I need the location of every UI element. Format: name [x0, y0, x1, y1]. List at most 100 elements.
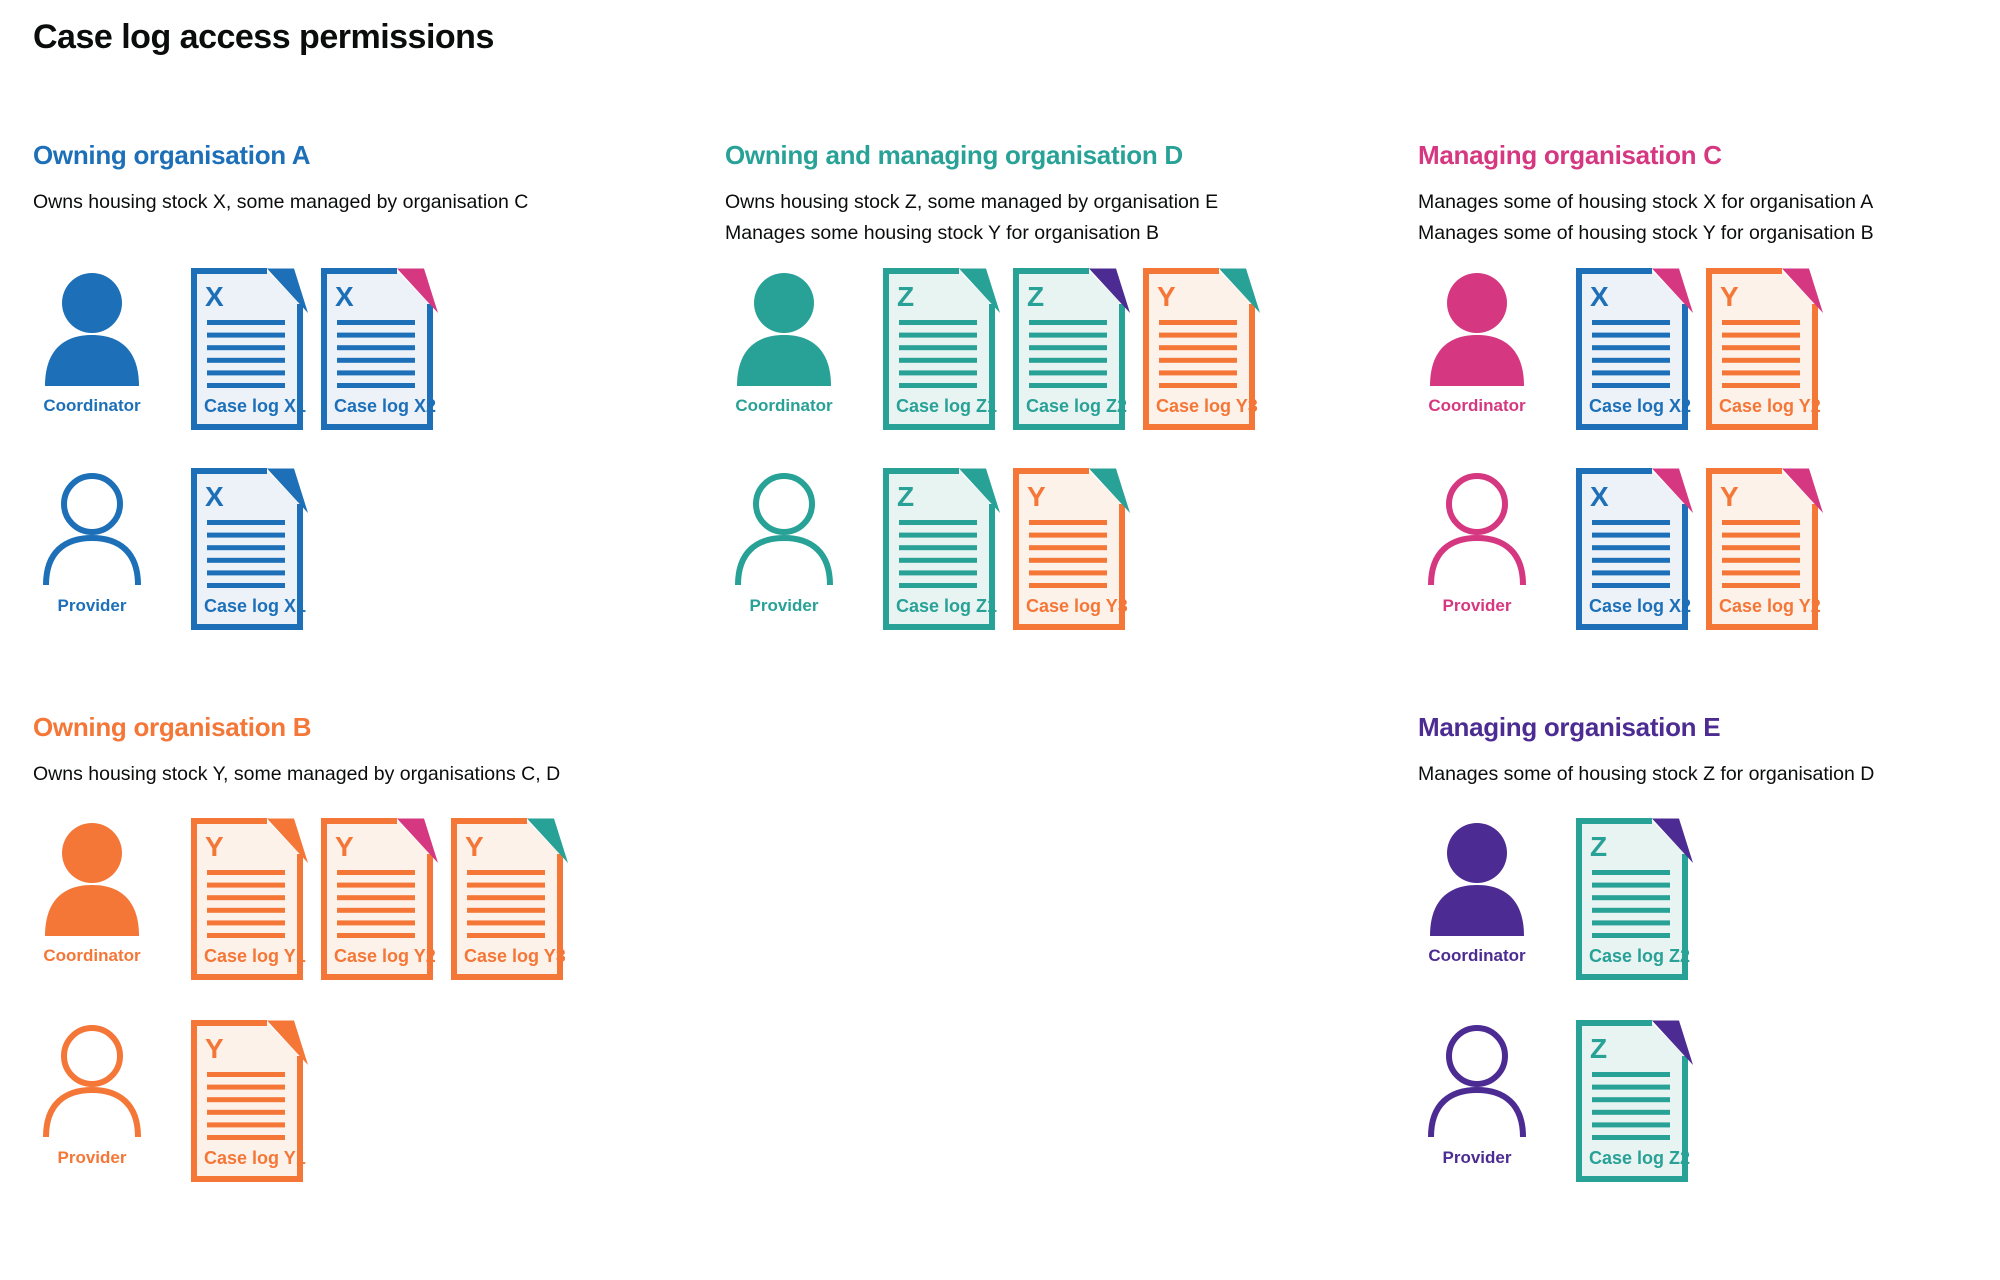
person-block: Provider: [33, 1024, 151, 1168]
person-block: Coordinator: [1418, 822, 1536, 966]
case-log-document: Z Case log Z2: [1576, 818, 1693, 980]
provider-row: Provider Z Case log Z1 Y Case log Y3: [725, 468, 1135, 630]
document-border: [1706, 468, 1818, 630]
case-log-document: Z Case log Z2: [1013, 268, 1130, 430]
case-log-label: Case log Y3: [1026, 596, 1128, 616]
person-block: Coordinator: [1418, 272, 1536, 416]
org-description-line: Manages some of housing stock Z for orga…: [1418, 763, 1875, 785]
stock-letter: Y: [465, 831, 484, 862]
document-border: [191, 1020, 303, 1182]
role-label: Coordinator: [735, 396, 833, 415]
role-label: Coordinator: [1428, 946, 1526, 965]
person-block: Provider: [33, 472, 151, 616]
folded-corner-icon: [1782, 268, 1823, 313]
role-label: Coordinator: [43, 946, 141, 965]
person-block: Coordinator: [33, 822, 151, 966]
person-block: Provider: [1418, 1024, 1536, 1168]
stock-letter: Z: [1590, 831, 1607, 862]
folded-corner-icon: [1652, 818, 1693, 863]
stock-letter: X: [205, 281, 224, 312]
role-label: Provider: [57, 596, 127, 615]
folded-corner-icon: [1652, 468, 1693, 513]
case-log-label: Case log Z2: [1026, 396, 1127, 416]
org-section-E: Managing organisation E Manages some of h…: [1418, 712, 1993, 1182]
coordinator-row: Coordinator Y Case log Y1 Y Case log Y2 …: [33, 818, 573, 980]
case-log-document: Y Case log Y3: [1143, 268, 1260, 430]
document-border: [1013, 468, 1125, 630]
document-list: Y Case log Y1: [191, 1020, 313, 1182]
document-border: [321, 818, 433, 980]
document-border: [451, 818, 563, 980]
role-label: Provider: [1442, 596, 1512, 615]
coordinator-icon: [45, 823, 139, 936]
document-list: Z Case log Z1 Z Case log Z2 Y Case log Y…: [883, 268, 1265, 430]
org-description-line: Manages some housing stock Y for organis…: [725, 222, 1159, 244]
document-text-lines: [1592, 870, 1670, 938]
document-text-lines: [1029, 320, 1107, 388]
folded-corner-icon: [397, 268, 438, 313]
document-text-lines: [899, 320, 977, 388]
provider-row: Provider Z Case log Z2: [1418, 1020, 1698, 1182]
provider-icon: [1428, 1025, 1526, 1138]
provider-row: Provider Y Case log Y1: [33, 1020, 313, 1182]
document-border: [321, 268, 433, 430]
person-block: Coordinator: [33, 272, 151, 416]
folded-corner-icon: [1782, 468, 1823, 513]
case-log-label: Case log Y3: [464, 946, 566, 966]
case-log-label: Case log Y3: [1156, 396, 1258, 416]
coordinator-row: Coordinator Z Case log Z1 Z Case log Z2 …: [725, 268, 1265, 430]
document-border: [883, 468, 995, 630]
case-log-label: Case log Z2: [1589, 946, 1690, 966]
case-log-label: Case log Z1: [896, 396, 997, 416]
case-log-document: X Case log X1: [191, 268, 308, 430]
stock-letter: Y: [1027, 481, 1046, 512]
case-log-label: Case log X1: [204, 596, 306, 616]
case-log-label: Case log Z1: [896, 596, 997, 616]
document-border: [1576, 818, 1688, 980]
coordinator-row: Coordinator Z Case log Z2: [1418, 818, 1698, 980]
coordinator-row: Coordinator X Case log X1 X Case log X2: [33, 268, 443, 430]
case-log-label: Case log X2: [1589, 396, 1691, 416]
folded-corner-icon: [959, 268, 1000, 313]
case-log-label: Case log Y2: [1719, 396, 1821, 416]
org-title: Managing organisation E: [1418, 712, 1721, 742]
stock-letter: Z: [1027, 281, 1044, 312]
case-log-label: Case log X2: [1589, 596, 1691, 616]
document-text-lines: [337, 320, 415, 388]
provider-icon: [43, 1025, 141, 1138]
person-block: Coordinator: [725, 272, 843, 416]
case-log-label: Case log Y2: [334, 946, 436, 966]
folded-corner-icon: [267, 1020, 308, 1065]
case-log-document: X Case log X2: [1576, 468, 1693, 630]
document-list: X Case log X2 Y Case log Y2: [1576, 468, 1828, 630]
folded-corner-icon: [1652, 1020, 1693, 1065]
provider-icon: [735, 473, 833, 586]
coordinator-icon: [737, 273, 831, 386]
provider-icon: [43, 473, 141, 586]
document-list: X Case log X1: [191, 468, 313, 630]
provider-row: Provider X Case log X1: [33, 468, 313, 630]
org-section-C: Managing organisation C Manages some of h…: [1418, 140, 1993, 630]
stock-letter: Y: [1157, 281, 1176, 312]
role-label: Coordinator: [1428, 396, 1526, 415]
document-text-lines: [1722, 320, 1800, 388]
case-log-document: X Case log X1: [191, 468, 308, 630]
folded-corner-icon: [1652, 268, 1693, 313]
org-description-line: Manages some of housing stock X for orga…: [1418, 191, 1874, 213]
case-log-document: Y Case log Y2: [321, 818, 438, 980]
folded-corner-icon: [267, 468, 308, 513]
folded-corner-icon: [397, 818, 438, 863]
stock-letter: X: [205, 481, 224, 512]
document-text-lines: [1592, 520, 1670, 588]
folded-corner-icon: [527, 818, 568, 863]
coordinator-icon: [45, 273, 139, 386]
case-log-document: Y Case log Y3: [1013, 468, 1130, 630]
org-section-A: Owning organisation A Owns housing stock …: [33, 140, 693, 630]
org-section-B: Owning organisation B Owns housing stock …: [33, 712, 693, 1182]
folded-corner-icon: [1219, 268, 1260, 313]
stock-letter: X: [1590, 281, 1609, 312]
stock-letter: X: [335, 281, 354, 312]
coordinator-row: Coordinator X Case log X2 Y Case log Y2: [1418, 268, 1828, 430]
case-log-document: Z Case log Z1: [883, 468, 1000, 630]
